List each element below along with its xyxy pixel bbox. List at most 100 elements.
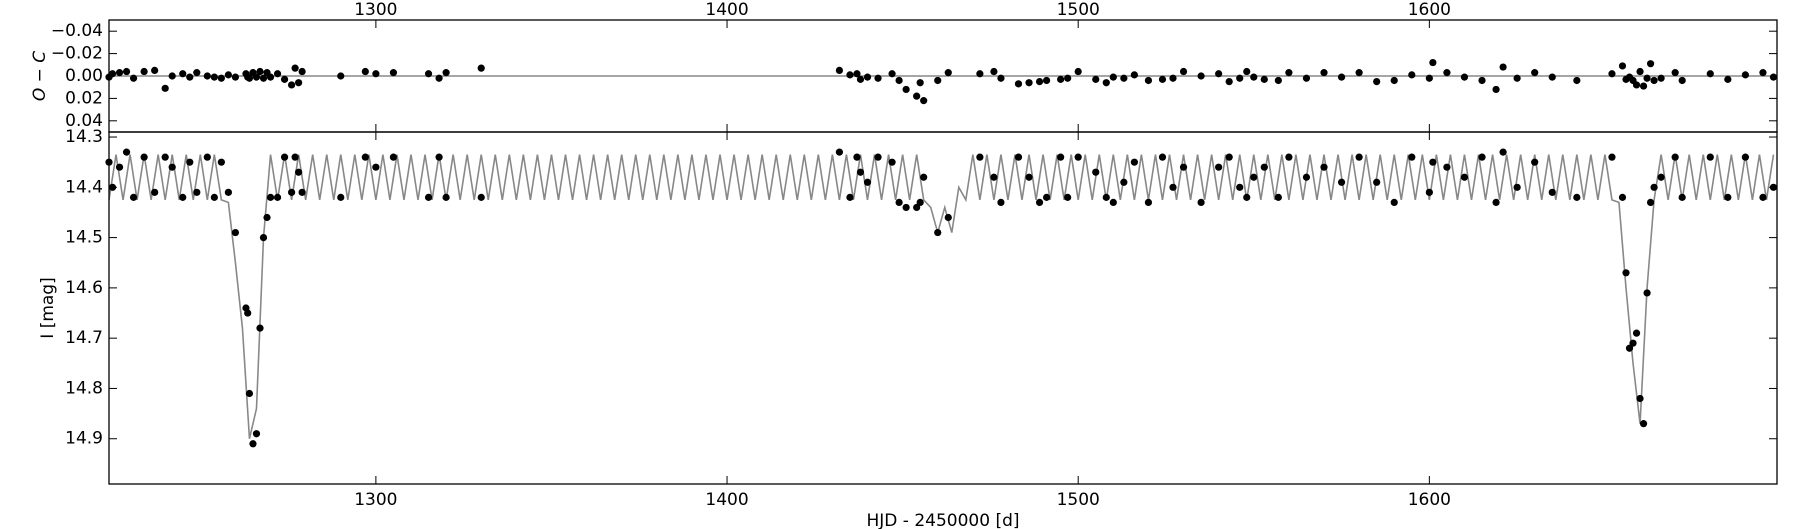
x-tick-label: 1400 <box>705 0 748 20</box>
data-point <box>1492 85 1500 94</box>
data-point <box>1074 67 1082 76</box>
data-point <box>179 70 187 78</box>
data-point <box>477 193 485 201</box>
data-point <box>1425 74 1433 82</box>
data-point <box>1657 74 1665 82</box>
data-point <box>895 76 903 85</box>
data-point <box>1573 193 1581 201</box>
data-point <box>1169 183 1177 191</box>
data-point <box>161 84 169 92</box>
data-point <box>1741 71 1749 79</box>
data-point <box>1243 193 1251 201</box>
data-point <box>151 66 159 74</box>
data-point <box>224 188 232 196</box>
data-point <box>846 71 854 79</box>
y-tick-label: 14.9 <box>65 429 103 449</box>
data-point <box>1057 75 1065 83</box>
data-point <box>1109 73 1117 81</box>
data-point <box>273 193 282 201</box>
data-point <box>1197 198 1205 206</box>
data-point <box>266 193 275 201</box>
data-point <box>1622 269 1630 277</box>
y-tick-label: 0.02 <box>65 88 103 108</box>
data-point <box>1092 75 1100 83</box>
data-point <box>477 64 485 72</box>
data-point <box>122 148 131 156</box>
data-point <box>1408 71 1416 79</box>
data-point <box>1285 153 1293 161</box>
data-point <box>1706 153 1714 161</box>
data-point <box>1499 63 1507 71</box>
data-point <box>1158 153 1167 161</box>
data-point <box>193 188 201 196</box>
data-point <box>1014 153 1023 161</box>
data-point <box>1629 339 1637 347</box>
data-point <box>280 75 289 83</box>
data-point <box>115 69 124 77</box>
y-tick-label: −0.02 <box>51 44 103 64</box>
data-point <box>1035 198 1044 206</box>
data-point <box>1215 163 1223 171</box>
data-point <box>1158 75 1167 83</box>
data-point <box>1643 74 1651 82</box>
data-point <box>835 66 844 74</box>
data-point <box>1643 289 1651 297</box>
data-point <box>203 72 211 80</box>
data-point <box>874 153 882 161</box>
data-point <box>424 70 433 78</box>
data-point <box>1225 153 1233 161</box>
data-point <box>435 74 443 82</box>
data-point <box>1064 193 1072 201</box>
data-point <box>1429 58 1437 67</box>
data-point <box>298 188 306 196</box>
data-point <box>1499 148 1507 156</box>
data-point <box>1120 74 1128 82</box>
data-point <box>1460 73 1469 81</box>
data-point <box>256 67 264 76</box>
y-tick-label: 0.04 <box>65 111 103 131</box>
data-point <box>1035 78 1044 86</box>
data-point <box>389 153 398 161</box>
data-point <box>424 193 433 201</box>
data-point <box>245 389 254 398</box>
data-point <box>1513 183 1521 191</box>
data-point <box>442 193 450 201</box>
data-point <box>1337 178 1346 186</box>
data-point <box>1608 153 1616 161</box>
data-point <box>944 213 952 222</box>
data-point <box>913 203 921 212</box>
x-axis-label: HJD - 2450000 [d] <box>867 511 1020 529</box>
y-tick-label: 14.3 <box>65 127 103 147</box>
data-point <box>129 74 138 82</box>
data-point <box>1646 198 1655 206</box>
y-tick-label: 14.5 <box>65 228 103 248</box>
data-point <box>1724 75 1732 83</box>
data-point <box>122 67 131 76</box>
data-point <box>140 67 148 76</box>
data-point <box>1042 193 1051 201</box>
data-point <box>1215 70 1223 78</box>
y-tick-label: 14.6 <box>65 278 103 298</box>
data-point <box>1250 73 1258 81</box>
data-point <box>1650 183 1658 191</box>
x-tick-label: 1300 <box>354 490 397 510</box>
data-point <box>168 163 176 171</box>
model-line <box>108 154 1775 439</box>
data-point <box>1025 173 1033 181</box>
data-point <box>244 309 252 317</box>
data-point <box>874 74 882 82</box>
data-point <box>1302 74 1311 82</box>
data-point <box>1236 183 1244 191</box>
data-point <box>1144 198 1153 206</box>
data-point <box>1302 173 1311 181</box>
data-point <box>1144 76 1153 85</box>
data-point <box>1632 81 1641 89</box>
data-point <box>1102 193 1110 201</box>
data-point <box>186 158 194 166</box>
axes-frame <box>108 131 1778 485</box>
data-point <box>895 198 903 206</box>
data-point <box>1179 163 1188 171</box>
data-point <box>210 73 218 81</box>
data-point <box>1373 78 1381 86</box>
